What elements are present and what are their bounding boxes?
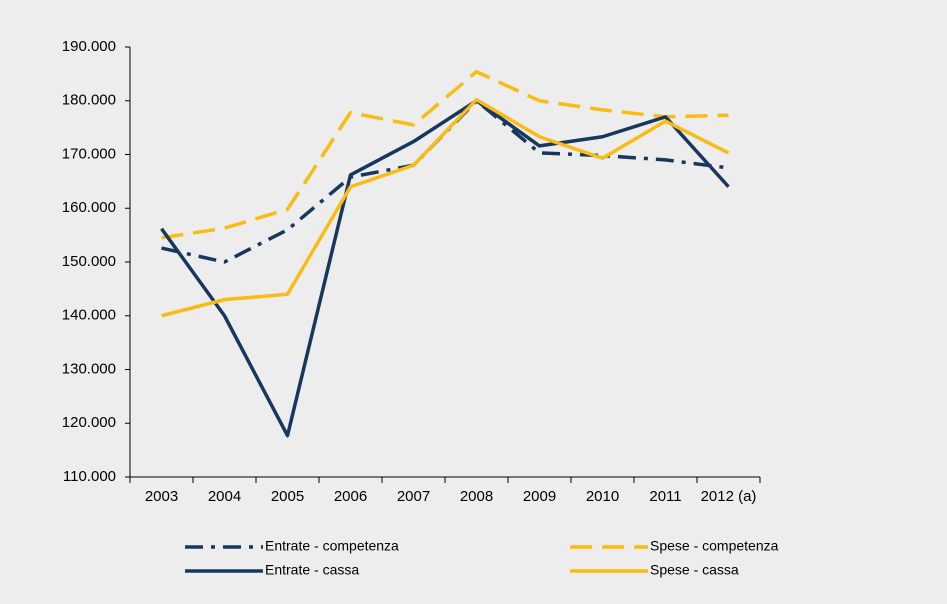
series-line [161,69,729,240]
legend-label: Spese - competenza [650,538,779,554]
x-tick-label: 2005 [271,488,304,505]
y-tick-label: 190.000 [62,38,116,55]
x-tick-label: 2009 [523,488,556,505]
y-tick-label: 170.000 [62,145,116,162]
series-line [161,97,730,318]
y-tick-label: 140.000 [62,307,116,324]
y-tick-label: 120.000 [62,414,116,431]
y-tick-label: 150.000 [62,253,116,270]
x-tick-label: 2004 [208,488,241,505]
legend-label: Entrate - competenza [265,538,399,554]
x-tick-label: 2007 [397,488,430,505]
x-tick-label: 2003 [145,488,178,505]
y-tick-label: 130.000 [62,360,116,377]
y-tick-label: 180.000 [62,92,116,109]
legend-label: Entrate - cassa [265,562,359,578]
x-tick-label: 2010 [586,488,619,505]
legend-label: Spese - cassa [650,562,739,578]
series-line [161,99,729,264]
series-line [160,99,730,438]
y-tick-label: 110.000 [63,468,116,485]
y-tick-label: 160.000 [62,199,116,216]
x-tick-label: 2012 (a) [701,488,757,505]
x-tick-label: 2008 [460,488,493,505]
x-tick-label: 2011 [649,488,681,505]
x-tick-label: 2006 [334,488,367,505]
